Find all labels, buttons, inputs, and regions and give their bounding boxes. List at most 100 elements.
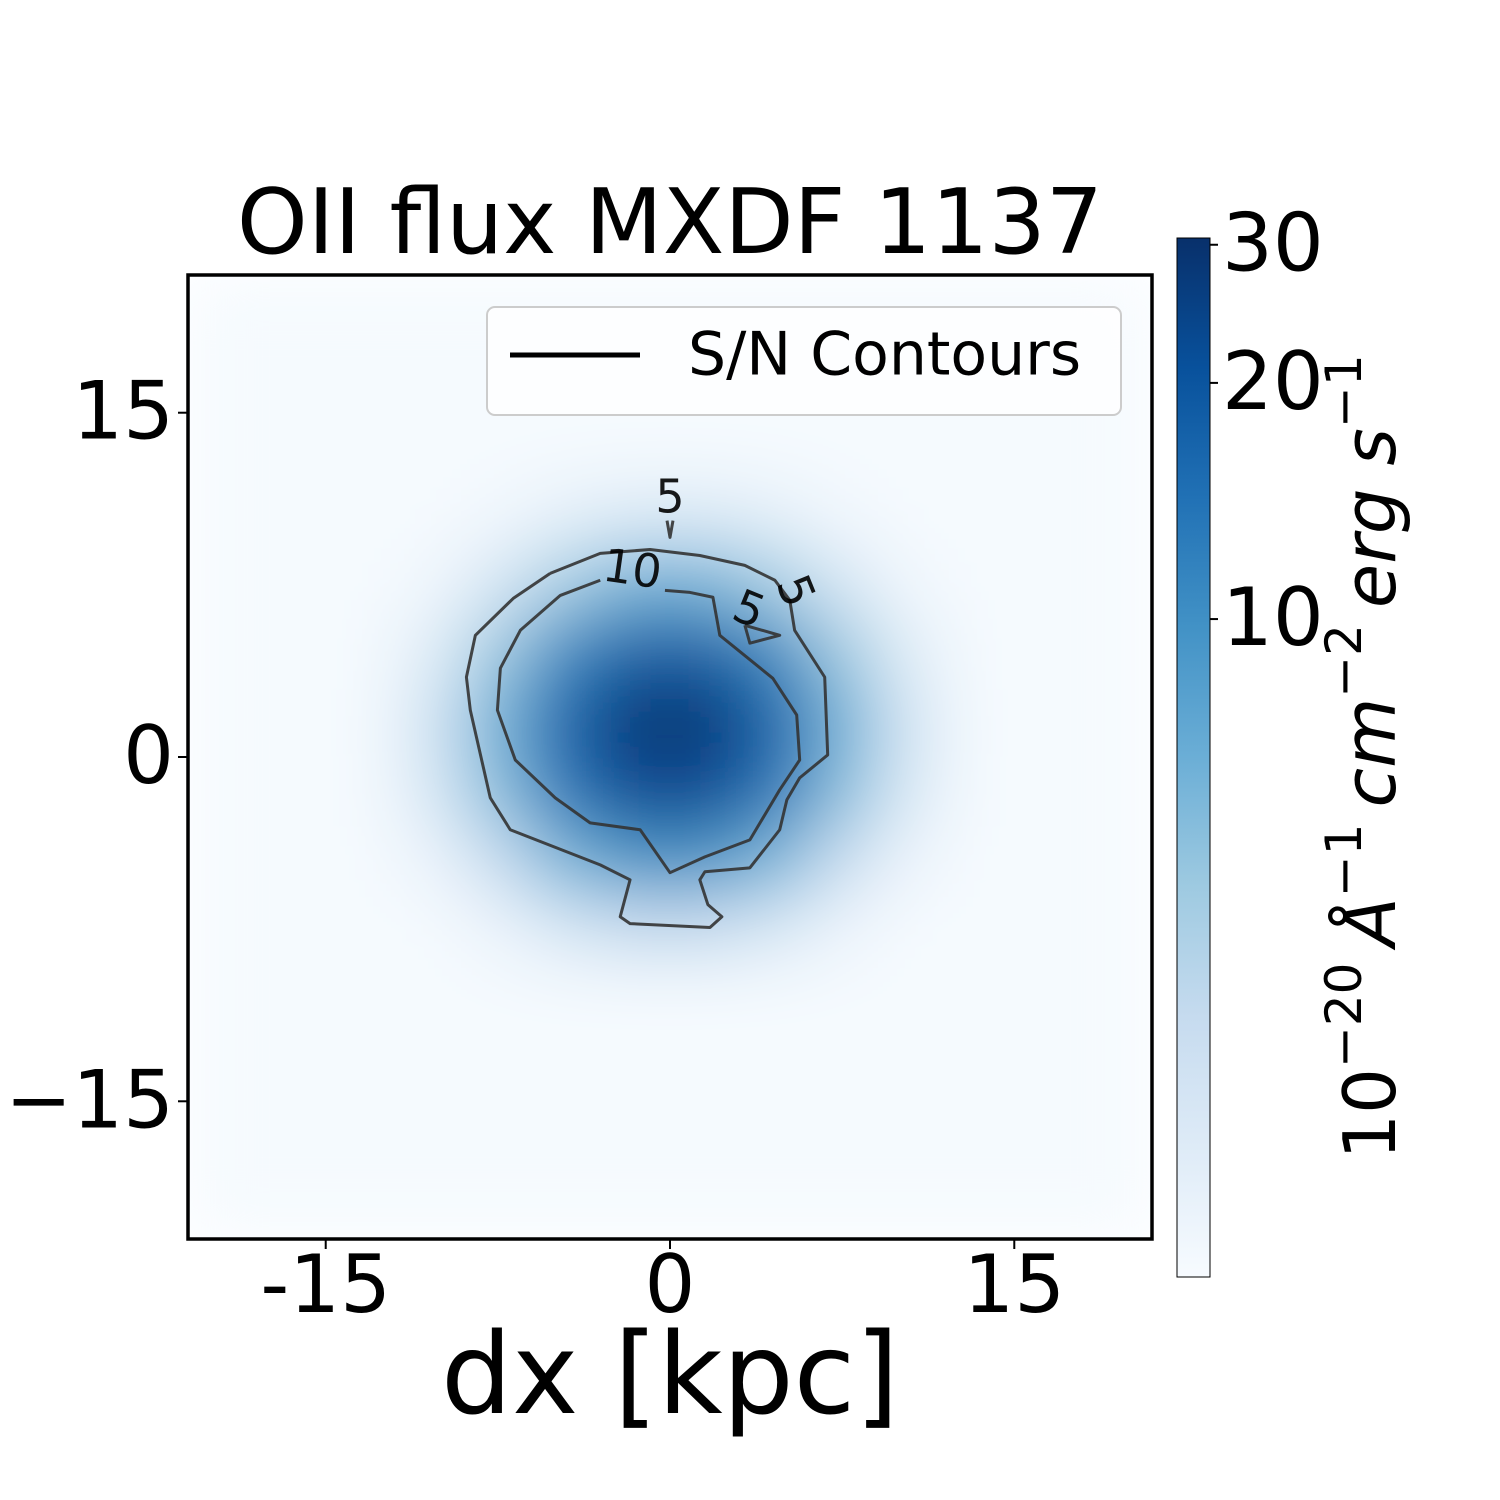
heatmap-cell bbox=[531, 1100, 602, 1171]
heatmap-cell bbox=[188, 1100, 258, 1171]
heatmap-cell bbox=[256, 894, 327, 965]
heatmap-cell bbox=[807, 618, 878, 689]
heatmap-cell bbox=[188, 825, 258, 896]
heatmap-cell bbox=[325, 1100, 396, 1171]
colorbar-tick-label: 10 bbox=[1222, 571, 1324, 664]
heatmap-cell bbox=[256, 756, 327, 827]
heatmap-cell bbox=[807, 1031, 878, 1102]
heatmap-cell bbox=[1013, 1100, 1084, 1171]
chart-title: OII flux MXDF 1137 bbox=[237, 170, 1103, 275]
heatmap-cell bbox=[944, 1100, 1015, 1171]
heatmap-cell bbox=[944, 412, 1015, 483]
heatmap-cell bbox=[600, 412, 671, 483]
heatmap-cell bbox=[807, 481, 878, 551]
heatmap-cell bbox=[462, 412, 533, 483]
heatmap-cell bbox=[256, 481, 327, 551]
heatmap-cell bbox=[325, 481, 396, 551]
heatmap-cell bbox=[876, 549, 946, 620]
colorbar-label-part: Å bbox=[1328, 897, 1412, 950]
y-tick-label: 0 bbox=[123, 709, 174, 802]
heatmap-cell bbox=[738, 412, 809, 483]
heatmap-cell bbox=[256, 687, 327, 758]
heatmap-cell bbox=[531, 756, 602, 827]
heatmap-cell bbox=[531, 618, 602, 689]
heatmap-cell bbox=[188, 481, 258, 551]
heatmap-cell bbox=[669, 1169, 740, 1239]
legend-box bbox=[486, 306, 1122, 416]
heatmap-cell bbox=[669, 1031, 740, 1102]
heatmap-cell bbox=[256, 1031, 327, 1102]
heatmap-cell bbox=[944, 481, 1015, 551]
heatmap-cell bbox=[1013, 549, 1084, 620]
heatmap-cell bbox=[394, 275, 464, 345]
heatmap-cell bbox=[600, 894, 671, 965]
colorbar-label-exponent: −1 bbox=[1315, 354, 1373, 428]
x-tick-label: -15 bbox=[260, 1238, 391, 1331]
heatmap-cell bbox=[876, 825, 946, 896]
heatmap-cell bbox=[394, 894, 464, 965]
heatmap-cell bbox=[807, 1100, 878, 1171]
colorbar-label-exponent: −2 bbox=[1315, 624, 1373, 698]
heatmap-cell bbox=[394, 412, 464, 483]
heatmap-cell bbox=[1013, 1169, 1084, 1239]
heatmap-cell bbox=[600, 618, 671, 689]
heatmap-cell bbox=[1013, 1031, 1084, 1102]
heatmap-cell bbox=[600, 825, 671, 896]
heatmap-cell bbox=[462, 825, 533, 896]
heatmap-cell bbox=[188, 963, 258, 1033]
x-axis-label: dx [kpc] bbox=[441, 1310, 899, 1440]
heatmap-cell bbox=[188, 1031, 258, 1102]
heatmap-cell bbox=[1013, 963, 1084, 1033]
heatmap-cell bbox=[531, 894, 602, 965]
heatmap-cell bbox=[600, 963, 671, 1033]
heatmap-cell bbox=[1082, 963, 1152, 1033]
heatmap-cell bbox=[1013, 618, 1084, 689]
heatmap-cell bbox=[738, 1169, 809, 1239]
heatmap-cell bbox=[325, 549, 396, 620]
heatmap-cell bbox=[256, 549, 327, 620]
contour-line bbox=[464, 548, 830, 930]
heatmap-cell bbox=[600, 1100, 671, 1171]
colorbar-label-part: 10 bbox=[1328, 1068, 1412, 1160]
heatmap-cell bbox=[394, 481, 464, 551]
heatmap-cell bbox=[669, 825, 740, 896]
heatmap-cell bbox=[600, 756, 671, 827]
heatmap-cell bbox=[394, 963, 464, 1033]
heatmap-cell bbox=[876, 1031, 946, 1102]
heatmap-cell bbox=[876, 756, 946, 827]
heatmap-cell bbox=[188, 618, 258, 689]
y-tick-label: −15 bbox=[5, 1053, 174, 1146]
heatmap-cell bbox=[669, 687, 740, 758]
x-tick-label: 15 bbox=[963, 1238, 1065, 1331]
heatmap-cell bbox=[600, 549, 671, 620]
heatmap-cell bbox=[807, 1169, 878, 1239]
heatmap-cell bbox=[944, 618, 1015, 689]
heatmap-cell bbox=[188, 275, 258, 345]
heatmap-cell bbox=[394, 825, 464, 896]
heatmap-cell bbox=[256, 412, 327, 483]
heatmap-cell bbox=[325, 275, 396, 345]
heatmap-cell bbox=[807, 825, 878, 896]
heatmap-cell bbox=[738, 1031, 809, 1102]
heatmap-cell bbox=[669, 894, 740, 965]
heatmap-cell bbox=[325, 963, 396, 1033]
heatmap-cell bbox=[807, 894, 878, 965]
heatmap-cell bbox=[462, 894, 533, 965]
heatmap-cell bbox=[876, 618, 946, 689]
heatmap-cell bbox=[600, 481, 671, 551]
colorbar-label-exponent: −20 bbox=[1315, 963, 1373, 1069]
heatmap-cell bbox=[188, 756, 258, 827]
x-tick-label: 0 bbox=[645, 1238, 696, 1331]
colorbar-label-part: erg s bbox=[1328, 428, 1412, 608]
heatmap-cell bbox=[738, 481, 809, 551]
heatmap-cell bbox=[876, 1169, 946, 1239]
heatmap-cell bbox=[394, 1031, 464, 1102]
heatmap-cell bbox=[944, 687, 1015, 758]
heatmap-cell bbox=[462, 549, 533, 620]
heatmap-cell bbox=[325, 894, 396, 965]
heatmap-cell bbox=[188, 412, 258, 483]
heatmap-cell bbox=[394, 549, 464, 620]
heatmap-cell bbox=[738, 756, 809, 827]
